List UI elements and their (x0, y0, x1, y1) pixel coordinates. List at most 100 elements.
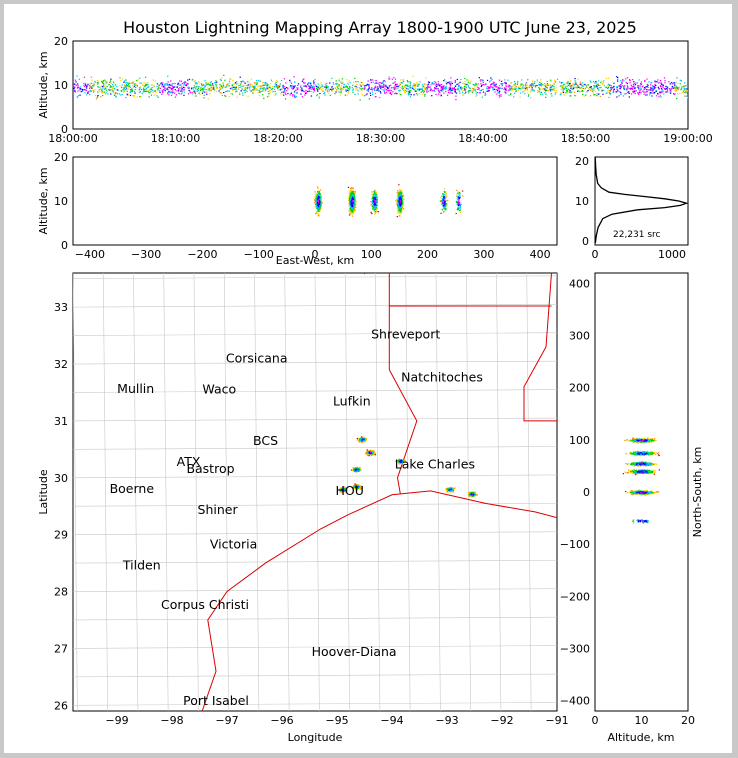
ta-point (373, 88, 375, 90)
county-line (526, 273, 532, 711)
ew-point (398, 212, 400, 214)
ta-point (127, 85, 130, 87)
ta-point (262, 94, 264, 96)
ta-point (258, 95, 261, 97)
pv-point (371, 451, 374, 453)
ta-point (337, 87, 339, 89)
ta-point (272, 86, 274, 88)
ta-point (207, 89, 209, 91)
ta-point (167, 75, 169, 77)
ta-point (161, 84, 164, 86)
ta-point (133, 86, 135, 88)
ta-point (438, 85, 441, 87)
ta-point (459, 92, 461, 94)
ta-point (187, 79, 189, 81)
chart-title: Houston Lightning Mapping Array 1800-190… (123, 18, 637, 37)
ta-point (167, 89, 169, 91)
ta-point (638, 79, 640, 81)
ew-point (440, 200, 442, 202)
ta-point (536, 79, 538, 81)
ta-point (231, 84, 233, 86)
ta-point (312, 88, 314, 90)
ta-point (484, 94, 486, 96)
ta-point (354, 77, 356, 79)
ta-point (103, 91, 105, 93)
ta-point (152, 79, 154, 81)
ta-point (673, 82, 675, 84)
ta-point (559, 85, 562, 87)
ta-point (297, 83, 300, 85)
ta-point (293, 87, 295, 89)
ta-point (157, 88, 160, 90)
ta-point (608, 83, 610, 85)
ta-point (379, 91, 381, 93)
ta-point (307, 90, 309, 92)
ta-point (581, 90, 583, 92)
pv-point (367, 450, 369, 452)
ta-point (408, 94, 410, 96)
ta-point (102, 82, 104, 84)
ta-point (348, 89, 350, 91)
ta-point (646, 83, 649, 85)
ta-point (683, 87, 685, 89)
ta-point (384, 88, 386, 90)
ta-point (454, 89, 457, 91)
county-line (73, 273, 78, 711)
ta-point (94, 81, 96, 83)
ta-point (664, 80, 666, 82)
ta-point (632, 91, 634, 93)
ta-point (390, 94, 393, 96)
pv-point (365, 440, 367, 442)
ta-point (328, 92, 330, 94)
ew-point (320, 203, 322, 205)
ta-point (519, 92, 522, 94)
ew-point (445, 199, 447, 201)
ew-point (318, 206, 320, 208)
ta-point (398, 93, 401, 95)
ew-point (352, 191, 354, 193)
ta-point (196, 83, 198, 85)
ew-point (444, 197, 446, 199)
ta-point (174, 96, 177, 98)
ew-point (401, 200, 404, 202)
ta-point (626, 85, 629, 87)
ta-point (141, 93, 143, 95)
ta-point (469, 87, 471, 89)
ta-point (73, 89, 75, 91)
ew-point (399, 202, 401, 204)
ta-point (347, 82, 349, 84)
ta-point (210, 85, 212, 87)
ta-point (680, 80, 682, 82)
ta-point (319, 84, 321, 86)
ta-point (132, 95, 134, 97)
ta-point (92, 83, 94, 85)
ta-point (156, 88, 158, 90)
ta-point (124, 83, 126, 85)
pv-point (368, 450, 370, 452)
ta-point (413, 85, 415, 87)
ta-point (590, 87, 592, 89)
ta-point (145, 83, 147, 86)
ta-point (633, 92, 635, 94)
pv-point (371, 454, 373, 457)
ta-point (259, 85, 261, 87)
ew-point (400, 210, 402, 212)
ew-point (457, 192, 459, 194)
ta-point (672, 87, 674, 89)
ew-point (349, 209, 351, 211)
ta-point (371, 89, 373, 91)
ew-point (351, 198, 353, 200)
ta-point (409, 83, 412, 85)
ta-point (166, 83, 168, 85)
ta-point (260, 89, 262, 91)
ta-point (569, 90, 571, 92)
ew-point (457, 206, 460, 208)
ta-point (504, 82, 506, 84)
pv-xtick: −92 (490, 714, 513, 727)
ta-point (577, 85, 579, 87)
ta-point (343, 83, 346, 86)
ta-point (435, 85, 437, 87)
ta-point (464, 81, 466, 83)
ta-point (510, 86, 512, 88)
ew-point (350, 190, 352, 192)
